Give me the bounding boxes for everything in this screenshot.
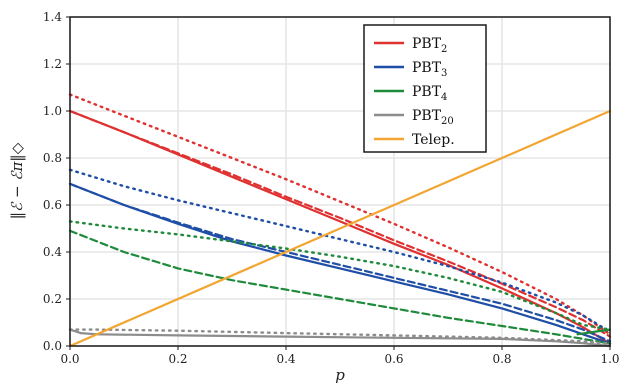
series-pbt4-dashed: [68, 229, 612, 345]
legend-label-subscript: 20: [441, 116, 454, 127]
legend-label: PBT2: [412, 36, 447, 55]
y-tick-label: 0.8: [43, 151, 62, 165]
series-telep-solid: [68, 109, 612, 348]
x-tick-label: 0.6: [384, 352, 403, 366]
y-axis-label: ‖ℰ − ℰπ‖◇: [8, 142, 26, 219]
series-group: [68, 93, 612, 348]
y-tick-label: 1.0: [43, 104, 62, 118]
series-pbt3-dashed: [68, 182, 612, 343]
y-tick-label: 0.2: [43, 292, 62, 306]
legend-label: PBT4: [412, 84, 447, 103]
legend-label: PBT3: [412, 60, 447, 79]
x-tick-label: 1.0: [600, 352, 619, 366]
x-tick-label: 0.8: [492, 352, 511, 366]
legend-label-text: PBT: [412, 84, 442, 100]
series-pbt2-dotted: [68, 93, 612, 336]
y-ticks: 0.0 0.2 0.4 0.6 0.8 1.0 1.2 1.4: [43, 10, 70, 353]
series-pbt3-dotted: [68, 168, 612, 334]
legend-label-text: PBT: [412, 108, 442, 124]
series-pbt4-solid: [576, 328, 612, 336]
legend-label: Telep.: [412, 132, 455, 148]
x-axis-label: p: [335, 366, 345, 384]
legend-label-subscript: 3: [441, 68, 447, 79]
plot-frame: [69, 16, 611, 347]
series-pbt2-dashed: [68, 109, 612, 338]
y-tick-label: 1.2: [43, 57, 62, 71]
legend-box: [363, 24, 487, 153]
x-tick-label: 0.2: [168, 352, 187, 366]
legend-label-subscript: 4: [441, 92, 447, 103]
legend-label-text: PBT: [412, 36, 442, 52]
y-tick-label: 0.4: [43, 245, 62, 259]
legend-label-subscript: 2: [441, 44, 447, 55]
y-tick-label: 1.4: [43, 10, 62, 24]
y-tick-label: 0.0: [43, 339, 62, 353]
series-pbt20-dotted: [68, 328, 612, 345]
plot-area: [70, 17, 610, 346]
x-tick-label: 0.4: [276, 352, 295, 366]
legend-label-text: Telep.: [412, 132, 455, 148]
legend-label: PBT20: [412, 108, 454, 127]
x-tick-label: 0.0: [60, 352, 79, 366]
x-ticks: 0.0 0.2 0.4 0.6 0.8 1.0: [60, 346, 620, 366]
y-tick-label: 0.6: [43, 198, 62, 212]
series-pbt4-dotted: [68, 220, 612, 331]
series-pbt20-solid: [68, 328, 612, 348]
legend-label-text: PBT: [412, 60, 442, 76]
